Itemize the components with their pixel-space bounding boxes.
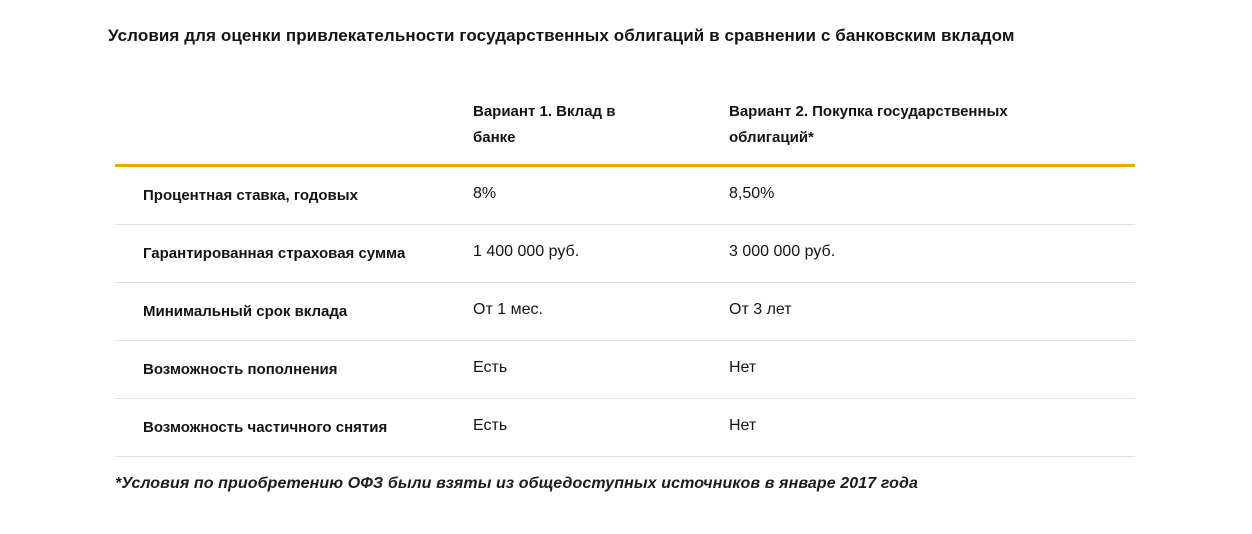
comparison-table: Вариант 1. Вклад в банке Вариант 2. Поку… — [115, 47, 1135, 458]
row-label: Процентная ставка, годовых — [115, 165, 473, 226]
value-option2: Нет — [729, 340, 1135, 400]
page-title: Условия для оценки привлекательности гос… — [108, 26, 1015, 45]
row-label: Минимальный срок вклада — [115, 282, 473, 342]
table-row: Процентная ставка, годовых 8% 8,50% — [115, 165, 1135, 226]
header-option1: Вариант 1. Вклад в банке — [473, 47, 729, 168]
value-option2: 3 000 000 руб. — [729, 224, 1135, 284]
table-row: Возможность частичного снятия Есть Нет — [115, 398, 1135, 458]
value-option1: Есть — [473, 340, 729, 400]
value-option2: От 3 лет — [729, 282, 1135, 342]
value-option1: 1 400 000 руб. — [473, 224, 729, 284]
value-option2: Нет — [729, 398, 1135, 458]
table-header-row: Вариант 1. Вклад в банке Вариант 2. Поку… — [115, 47, 1135, 168]
header-option2: Вариант 2. Покупка государственных облиг… — [729, 47, 1135, 168]
header-spacer — [115, 47, 473, 168]
header-option1-label: Вариант 1. Вклад в банке — [473, 103, 616, 146]
row-label: Гарантированная страховая сумма — [115, 224, 473, 284]
value-option1: 8% — [473, 165, 729, 226]
value-option2: 8,50% — [729, 165, 1135, 226]
value-option1: От 1 мес. — [473, 282, 729, 342]
footnote: *Условия по приобретению ОФЗ были взяты … — [115, 475, 918, 493]
table-row: Минимальный срок вклада От 1 мес. От 3 л… — [115, 282, 1135, 342]
row-label: Возможность пополнения — [115, 340, 473, 400]
row-label: Возможность частичного снятия — [115, 398, 473, 458]
header-option2-label: Вариант 2. Покупка государственных облиг… — [729, 103, 1008, 146]
value-option1: Есть — [473, 398, 729, 458]
table-row: Гарантированная страховая сумма 1 400 00… — [115, 224, 1135, 284]
table-row: Возможность пополнения Есть Нет — [115, 340, 1135, 400]
